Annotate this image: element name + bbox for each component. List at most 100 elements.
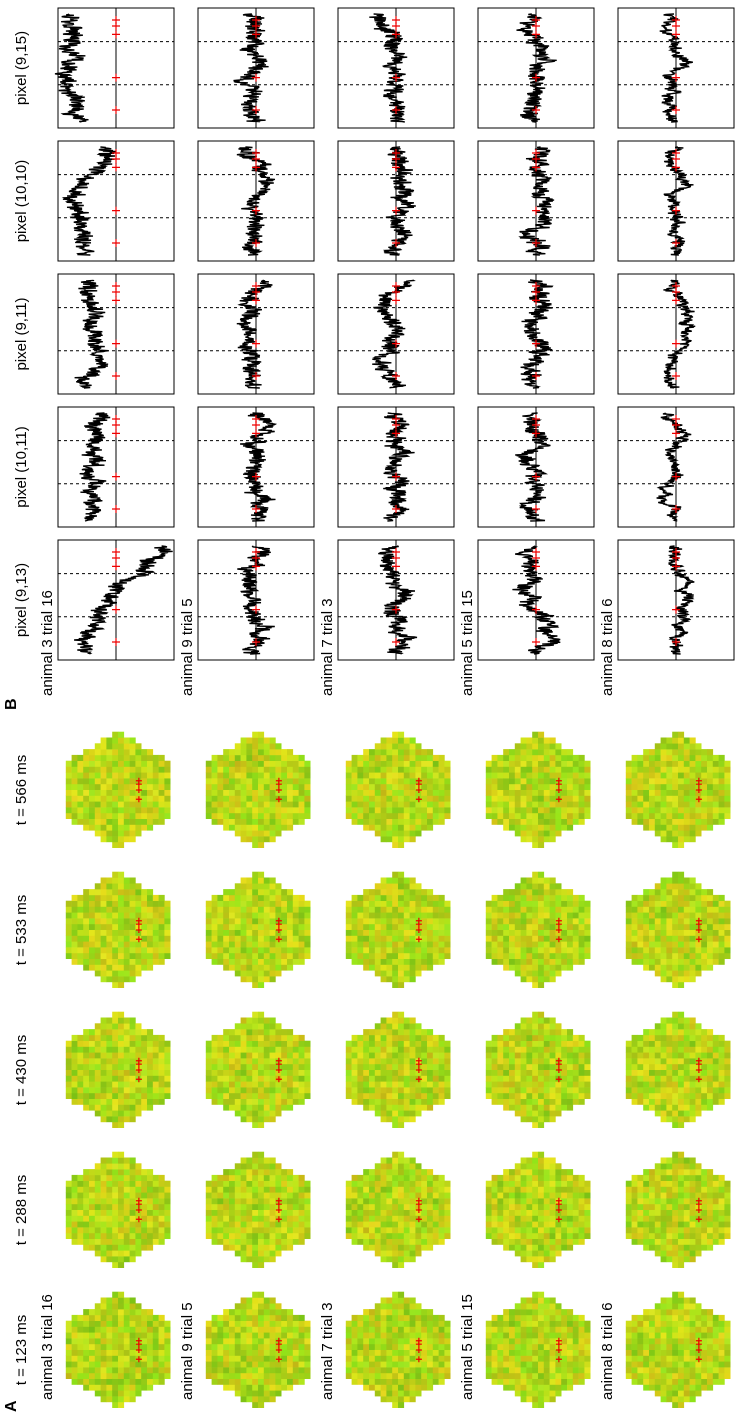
- heatmap-cell: [299, 895, 305, 901]
- heatmap-cell: [561, 1216, 567, 1222]
- heatmap-cell: [532, 1396, 538, 1402]
- heatmap-cell: [299, 1216, 305, 1222]
- heatmap-cell: [404, 1396, 410, 1402]
- heatmap-cell: [386, 1041, 392, 1047]
- heatmap-cell: [66, 790, 72, 796]
- heatmap-cell: [433, 907, 439, 913]
- heatmap-cell: [106, 941, 112, 947]
- heatmap-cell: [258, 1233, 264, 1239]
- heatmap-cell: [130, 1221, 136, 1227]
- heatmap-cell: [392, 1303, 398, 1309]
- heatmap-cell: [352, 953, 358, 959]
- heatmap-cell: [509, 1058, 515, 1064]
- heatmap-cell: [444, 1087, 450, 1093]
- heatmap-cell: [579, 1052, 585, 1058]
- heatmap-cell: [147, 1029, 153, 1035]
- heatmap-cell: [567, 1087, 573, 1093]
- heatmap-cell: [492, 1204, 498, 1210]
- heatmap-cell: [223, 918, 229, 924]
- heatmap-cell: [101, 1385, 107, 1391]
- heatmap-cell: [363, 1321, 369, 1327]
- heatmap-cell: [275, 761, 281, 767]
- heatmap-cell: [223, 1052, 229, 1058]
- heatmap-cell: [299, 761, 305, 767]
- heatmap-cell: [287, 790, 293, 796]
- heatmap-cell: [398, 936, 404, 942]
- heatmap-cell: [83, 1047, 89, 1053]
- heatmap-cell: [293, 755, 299, 761]
- heatmap-cell: [398, 889, 404, 895]
- heatmap-cell: [555, 1227, 561, 1233]
- heatmap-cell: [252, 1093, 258, 1099]
- heatmap-cell: [567, 1029, 573, 1035]
- heatmap-cell: [427, 1315, 433, 1321]
- heatmap-cell: [72, 1035, 78, 1041]
- heatmap-cell: [532, 1338, 538, 1344]
- heatmap-cell: [206, 807, 212, 813]
- heatmap-cell: [124, 1373, 130, 1379]
- heatmap-cell: [217, 1175, 223, 1181]
- heatmap-cell: [287, 965, 293, 971]
- heatmap-cell: [526, 1187, 532, 1193]
- heatmap-cell: [101, 825, 107, 831]
- heatmap-cell: [444, 767, 450, 773]
- heatmap-cell: [386, 1204, 392, 1210]
- heatmap-cell: [427, 1070, 433, 1076]
- heatmap-cell: [532, 1099, 538, 1105]
- heatmap-cell: [83, 912, 89, 918]
- heatmap-cell: [212, 1175, 218, 1181]
- heatmap-cell: [550, 1390, 556, 1396]
- heatmap-cell: [544, 1367, 550, 1373]
- heatmap-cell: [229, 1233, 235, 1239]
- heatmap-cell: [579, 1198, 585, 1204]
- heatmap-cell: [386, 1035, 392, 1041]
- heatmap-cell: [404, 1390, 410, 1396]
- heatmap-cell: [246, 830, 252, 836]
- heatmap-cell: [164, 1076, 170, 1082]
- heatmap-cell: [410, 1169, 416, 1175]
- heatmap-cell: [95, 895, 101, 901]
- heatmap-cell: [515, 1221, 521, 1227]
- heatmap-cell: [101, 1250, 107, 1256]
- heatmap-cell: [147, 1227, 153, 1233]
- heatmap-cell: [392, 836, 398, 842]
- heatmap-cell: [135, 1163, 141, 1169]
- heatmap-cell: [112, 1327, 118, 1333]
- heatmap-cell: [357, 767, 363, 773]
- heatmap-cell: [386, 796, 392, 802]
- heatmap-cell: [252, 965, 258, 971]
- heatmap-cell: [164, 801, 170, 807]
- heatmap-cell: [252, 1198, 258, 1204]
- heatmap-cell: [398, 1029, 404, 1035]
- heatmap-cell: [538, 1221, 544, 1227]
- heatmap-cell: [212, 1233, 218, 1239]
- heatmap-cell: [72, 947, 78, 953]
- heatmap-cell: [381, 767, 387, 773]
- heatmap-cell: [515, 930, 521, 936]
- heatmap-cell: [112, 1338, 118, 1344]
- heatmap-cell: [77, 772, 83, 778]
- heatmap-cell: [363, 936, 369, 942]
- heatmap-cell: [503, 1052, 509, 1058]
- heatmap-cell: [492, 1187, 498, 1193]
- heatmap-cell: [304, 767, 310, 773]
- heatmap-cell: [223, 924, 229, 930]
- heatmap-cell: [101, 1064, 107, 1070]
- heatmap-cell: [141, 801, 147, 807]
- heatmap-cell: [275, 953, 281, 959]
- heatmap-cell: [427, 1210, 433, 1216]
- heatmap-cell: [486, 1093, 492, 1099]
- heatmap-cell: [550, 1210, 556, 1216]
- heatmap-cell: [398, 1390, 404, 1396]
- heatmap-cell: [404, 947, 410, 953]
- heatmap-cell: [532, 1058, 538, 1064]
- heatmap-cell: [439, 924, 445, 930]
- heatmap-cell: [264, 947, 270, 953]
- heatmap-cell: [381, 1204, 387, 1210]
- heatmap-cell: [386, 1023, 392, 1029]
- heatmap-cell: [381, 1390, 387, 1396]
- heatmap-cell: [363, 1187, 369, 1193]
- heatmap-cell: [363, 772, 369, 778]
- heatmap-cell: [241, 790, 247, 796]
- heatmap-cell: [392, 1402, 398, 1408]
